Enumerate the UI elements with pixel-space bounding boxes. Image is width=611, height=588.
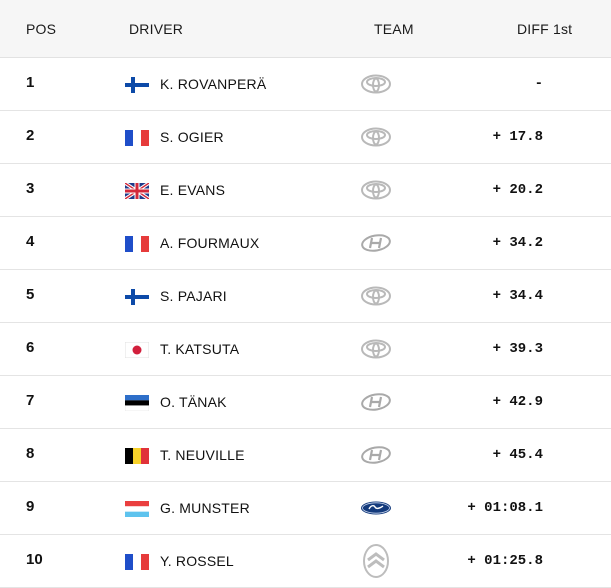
france-flag-icon (125, 130, 149, 146)
table-row[interactable]: 2 S. OGIER + 17.8 (0, 111, 611, 164)
table-row[interactable]: 10 Y. ROSSEL + 01:25.8 (0, 535, 611, 588)
toyota-logo-icon (360, 125, 392, 149)
table-row[interactable]: 3 E. EVANS + 20.2 (0, 164, 611, 217)
diff-value: + 42.9 (492, 394, 543, 410)
position: 6 (26, 339, 35, 356)
position: 9 (26, 498, 35, 515)
position: 7 (26, 392, 35, 409)
diff-value: + 34.4 (492, 288, 543, 304)
hyundai-logo-icon (360, 443, 392, 467)
finland-flag-icon (125, 77, 149, 93)
france-flag-icon (125, 236, 149, 252)
position: 5 (26, 286, 35, 303)
driver-name[interactable]: S. PAJARI (160, 288, 227, 304)
citroen-logo-icon (360, 543, 392, 579)
driver-name[interactable]: O. TÄNAK (160, 394, 227, 410)
driver-name[interactable]: T. NEUVILLE (160, 447, 245, 463)
position: 10 (26, 551, 43, 568)
finland-flag-icon (125, 289, 149, 305)
table-row[interactable]: 9 G. MUNSTER + 01:08.1 (0, 482, 611, 535)
belgium-flag-icon (125, 448, 149, 464)
driver-name[interactable]: K. ROVANPERÄ (160, 76, 267, 92)
column-header-team[interactable]: TEAM (374, 21, 414, 37)
driver-name[interactable]: Y. ROSSEL (160, 553, 234, 569)
driver-name[interactable]: E. EVANS (160, 182, 226, 198)
table-row[interactable]: 6 T. KATSUTA + 39.3 (0, 323, 611, 376)
japan-flag-icon (125, 342, 149, 358)
diff-value: + 34.2 (492, 235, 543, 251)
table-row[interactable]: 5 S. PAJARI + 34.4 (0, 270, 611, 323)
driver-name[interactable]: S. OGIER (160, 129, 224, 145)
table-header: POS DRIVER TEAM DIFF 1st (0, 0, 611, 58)
france-flag-icon (125, 554, 149, 570)
table-row[interactable]: 8 T. NEUVILLE + 45.4 (0, 429, 611, 482)
position: 1 (26, 74, 35, 91)
diff-value: + 45.4 (492, 447, 543, 463)
diff-value: + 17.8 (492, 129, 543, 145)
column-header-driver[interactable]: DRIVER (129, 21, 184, 37)
position: 2 (26, 127, 35, 144)
position: 4 (26, 233, 35, 250)
uk-flag-icon (125, 183, 149, 199)
toyota-logo-icon (360, 72, 392, 96)
column-header-diff[interactable]: DIFF 1st (517, 21, 573, 37)
position: 8 (26, 445, 35, 462)
table-row[interactable]: 4 A. FOURMAUX + 34.2 (0, 217, 611, 270)
diff-value: - (534, 76, 543, 92)
diff-value: + 01:08.1 (467, 500, 543, 516)
diff-value: + 01:25.8 (467, 553, 543, 569)
diff-value: + 39.3 (492, 341, 543, 357)
estonia-flag-icon (125, 395, 149, 411)
driver-name[interactable]: A. FOURMAUX (160, 235, 260, 251)
luxembourg-flag-icon (125, 501, 149, 517)
ford-logo-icon (360, 496, 392, 520)
hyundai-logo-icon (360, 231, 392, 255)
driver-name[interactable]: G. MUNSTER (160, 500, 250, 516)
table-row[interactable]: 1 K. ROVANPERÄ - (0, 58, 611, 111)
column-header-pos[interactable]: POS (26, 21, 57, 37)
hyundai-logo-icon (360, 390, 392, 414)
position: 3 (26, 180, 35, 197)
toyota-logo-icon (360, 337, 392, 361)
table-row[interactable]: 7 O. TÄNAK + 42.9 (0, 376, 611, 429)
toyota-logo-icon (360, 284, 392, 308)
driver-name[interactable]: T. KATSUTA (160, 341, 240, 357)
diff-value: + 20.2 (492, 182, 543, 198)
toyota-logo-icon (360, 178, 392, 202)
